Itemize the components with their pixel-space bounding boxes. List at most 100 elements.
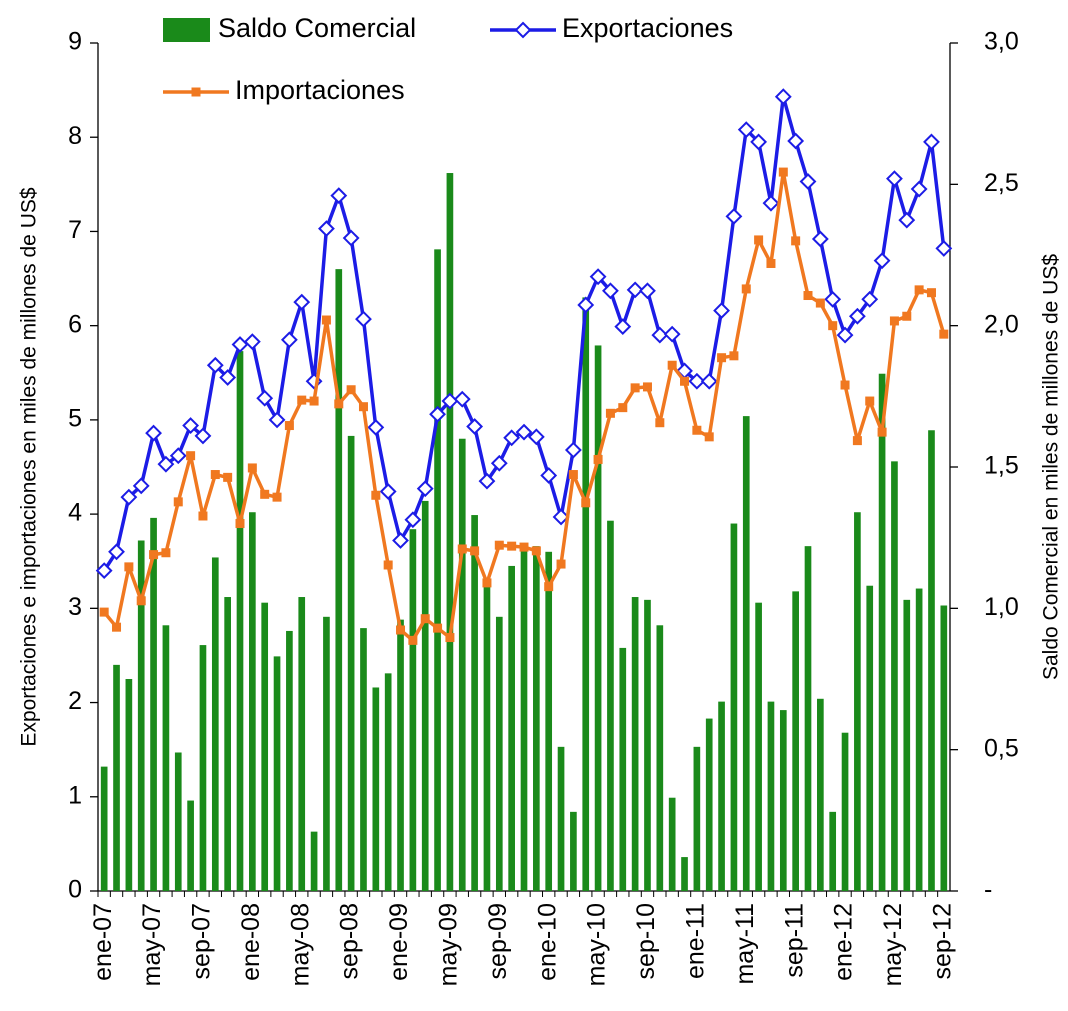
marker xyxy=(898,211,916,229)
marker xyxy=(803,291,813,301)
marker xyxy=(655,418,665,428)
marker xyxy=(799,173,817,190)
marker xyxy=(815,298,825,308)
y2-tick-label: 1,5 xyxy=(984,452,1019,480)
marker xyxy=(861,290,879,308)
bar xyxy=(730,523,738,891)
bar xyxy=(113,664,120,891)
marker xyxy=(902,311,912,321)
bar xyxy=(323,616,330,891)
legend-marker xyxy=(514,21,532,39)
y-tick-label: 4 xyxy=(68,499,82,527)
marker xyxy=(737,121,755,139)
y2-tick-label: 2,5 xyxy=(984,169,1019,197)
marker xyxy=(651,326,669,344)
bar xyxy=(360,628,367,891)
marker xyxy=(379,483,397,500)
marker xyxy=(206,356,224,374)
bar xyxy=(878,373,886,892)
bar xyxy=(817,698,824,891)
marker xyxy=(824,290,842,308)
marker xyxy=(704,432,714,442)
x-tick-label: ene-10 xyxy=(533,903,561,981)
marker xyxy=(939,329,949,339)
marker xyxy=(762,194,780,212)
bar xyxy=(854,512,861,891)
marker xyxy=(519,542,529,552)
marker xyxy=(886,170,903,188)
marker xyxy=(639,282,656,300)
bar xyxy=(162,625,170,891)
marker xyxy=(120,488,138,506)
marker xyxy=(219,369,237,386)
bar xyxy=(446,173,454,891)
bar xyxy=(891,461,898,891)
marker xyxy=(453,390,471,408)
marker xyxy=(342,229,360,247)
x-tick-label: sep-07 xyxy=(188,903,216,979)
marker xyxy=(466,418,484,435)
marker xyxy=(408,635,418,645)
bar xyxy=(261,602,269,891)
marker xyxy=(552,508,570,526)
marker xyxy=(247,463,257,473)
legend-marker xyxy=(191,87,201,97)
marker xyxy=(169,447,187,465)
marker xyxy=(515,423,533,441)
marker xyxy=(334,399,344,409)
marker xyxy=(445,633,455,643)
y2-tick-label: - xyxy=(984,876,992,904)
marker xyxy=(614,318,632,336)
bar xyxy=(187,800,194,891)
bar xyxy=(718,701,725,891)
marker xyxy=(231,336,249,353)
bar xyxy=(631,597,639,891)
marker xyxy=(865,396,875,406)
marker xyxy=(433,623,443,633)
bar xyxy=(693,746,701,891)
bar xyxy=(286,630,293,891)
marker xyxy=(873,252,891,270)
marker xyxy=(99,607,109,617)
x-tick-label: may-10 xyxy=(583,903,611,986)
legend-label: Saldo Comercial xyxy=(218,13,416,43)
bar xyxy=(903,599,911,891)
x-tick-label: sep-12 xyxy=(928,903,956,979)
marker xyxy=(280,331,298,349)
y-tick-label: 9 xyxy=(68,28,82,56)
marker xyxy=(297,395,307,405)
bar xyxy=(940,605,948,891)
y-tick-label: 0 xyxy=(68,876,82,904)
marker xyxy=(371,490,381,500)
marker xyxy=(358,402,368,412)
marker xyxy=(416,480,434,498)
bar xyxy=(520,548,528,891)
bar xyxy=(607,520,614,891)
marker xyxy=(692,425,702,435)
marker xyxy=(124,562,134,572)
x-tick-label: may-07 xyxy=(138,903,166,986)
marker xyxy=(766,258,776,268)
marker xyxy=(470,546,480,556)
marker xyxy=(494,540,504,550)
bar xyxy=(137,540,145,891)
marker xyxy=(680,376,690,386)
legend-label: Importaciones xyxy=(235,75,405,105)
marker xyxy=(420,614,430,624)
bar xyxy=(100,766,108,891)
marker xyxy=(877,427,887,437)
marker xyxy=(268,411,286,429)
marker xyxy=(848,307,866,325)
bar xyxy=(545,551,553,891)
marker xyxy=(630,383,640,393)
marker xyxy=(626,281,644,299)
bar xyxy=(742,416,750,891)
bar xyxy=(224,597,231,891)
marker xyxy=(725,207,743,225)
bar xyxy=(211,557,219,891)
marker xyxy=(367,419,385,436)
marker xyxy=(663,325,681,343)
marker xyxy=(392,532,409,549)
marker xyxy=(935,239,953,257)
marker xyxy=(396,625,406,635)
